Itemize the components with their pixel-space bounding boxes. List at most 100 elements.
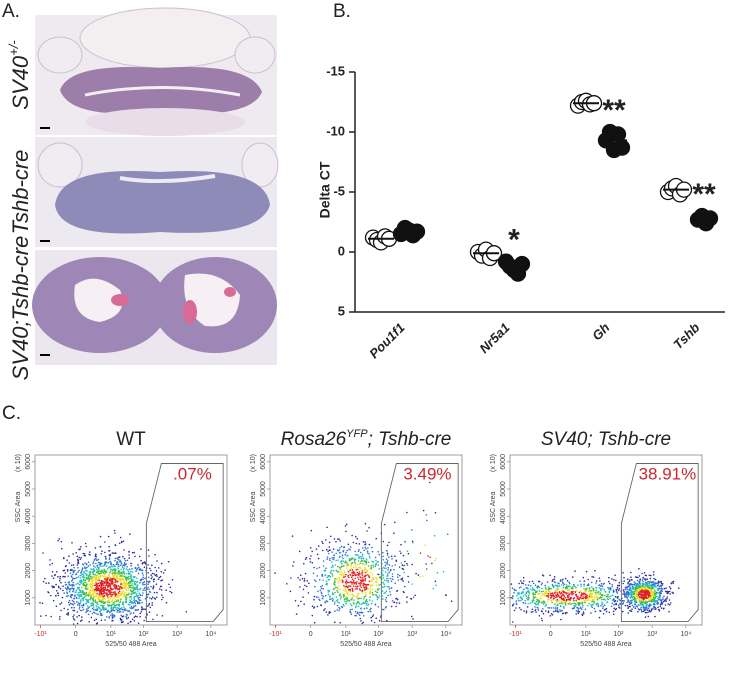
event-dot: [106, 590, 108, 592]
event-dot: [321, 541, 323, 543]
event-dot: [355, 554, 357, 556]
event-dot: [673, 581, 675, 583]
event-dot: [553, 607, 555, 609]
event-dot: [339, 622, 341, 624]
event-dot: [402, 578, 404, 580]
event-dot: [335, 570, 337, 572]
event-dot: [369, 599, 371, 601]
event-dot: [109, 605, 111, 607]
event-dot: [94, 600, 96, 602]
event-dot: [347, 575, 349, 577]
event-dot: [402, 568, 404, 570]
event-dot: [139, 556, 141, 558]
y-tick-label: 4000: [500, 508, 507, 524]
event-dot: [541, 591, 543, 593]
event-dot: [100, 546, 102, 548]
event-dot: [377, 551, 379, 553]
event-dot: [134, 583, 136, 585]
event-dot: [96, 593, 98, 595]
y-tick-label: 1000: [25, 590, 32, 606]
event-dot: [619, 588, 621, 590]
event-dot: [87, 583, 89, 585]
event-dot: [131, 602, 133, 604]
event-dot: [383, 583, 385, 585]
event-dot: [350, 585, 352, 587]
event-dot: [602, 606, 604, 608]
event-dot: [337, 538, 339, 540]
event-dot: [365, 563, 367, 565]
event-dot: [126, 599, 128, 601]
event-dot: [401, 562, 403, 564]
event-dot: [48, 592, 50, 594]
event-dot: [362, 555, 364, 557]
event-dot: [665, 587, 667, 589]
event-dot: [555, 609, 557, 611]
event-dot: [51, 575, 53, 577]
event-dot: [100, 565, 102, 567]
event-dot: [351, 559, 353, 561]
event-dot: [112, 610, 114, 612]
event-dot: [383, 541, 385, 543]
event-dot: [451, 600, 453, 602]
event-dot: [123, 591, 125, 593]
event-dot: [114, 582, 116, 584]
event-dot: [76, 601, 78, 603]
event-dot: [633, 591, 635, 593]
event-dot: [378, 554, 380, 556]
event-dot: [600, 592, 602, 594]
event-dot: [68, 582, 70, 584]
event-dot: [398, 579, 400, 581]
event-dot: [337, 599, 339, 601]
event-dot: [578, 609, 580, 611]
event-dot: [357, 612, 359, 614]
event-dot: [116, 576, 118, 578]
event-dot: [664, 588, 666, 590]
event-dot: [311, 530, 313, 532]
event-dot: [134, 556, 136, 558]
event-dot: [550, 615, 552, 617]
event-dot: [101, 553, 103, 555]
event-dot: [299, 579, 301, 581]
event-dot: [118, 557, 120, 559]
event-dot: [72, 582, 74, 584]
event-dot: [367, 550, 369, 552]
event-dot: [75, 583, 77, 585]
event-dot: [547, 601, 549, 603]
event-dot: [554, 592, 556, 594]
event-dot: [386, 580, 388, 582]
event-dot: [580, 597, 582, 599]
event-dot: [48, 582, 50, 584]
event-dot: [604, 589, 606, 591]
event-dot: [387, 578, 389, 580]
event-dot: [331, 557, 333, 559]
event-dot: [79, 584, 81, 586]
event-dot: [126, 609, 128, 611]
event-dot: [66, 588, 68, 590]
event-dot: [608, 596, 610, 598]
event-dot: [81, 616, 83, 618]
event-dot: [96, 576, 98, 578]
event-dot: [96, 610, 98, 612]
event-dot: [388, 572, 390, 574]
event-dot: [151, 565, 153, 567]
event-dot: [653, 595, 655, 597]
event-dot: [138, 566, 140, 568]
event-dot: [369, 557, 371, 559]
event-dot: [56, 571, 58, 573]
event-dot: [115, 593, 117, 595]
event-dot: [342, 556, 344, 558]
event-dot: [654, 583, 656, 585]
event-dot: [130, 596, 132, 598]
event-dot: [386, 562, 388, 564]
event-dot: [111, 607, 113, 609]
event-dot: [156, 570, 158, 572]
event-dot: [624, 589, 626, 591]
event-dot: [339, 593, 341, 595]
event-dot: [602, 588, 604, 590]
event-dot: [649, 575, 651, 577]
event-dot: [138, 595, 140, 597]
event-dot: [591, 605, 593, 607]
event-dot: [655, 579, 657, 581]
event-dot: [399, 566, 401, 568]
event-dot: [129, 604, 131, 606]
